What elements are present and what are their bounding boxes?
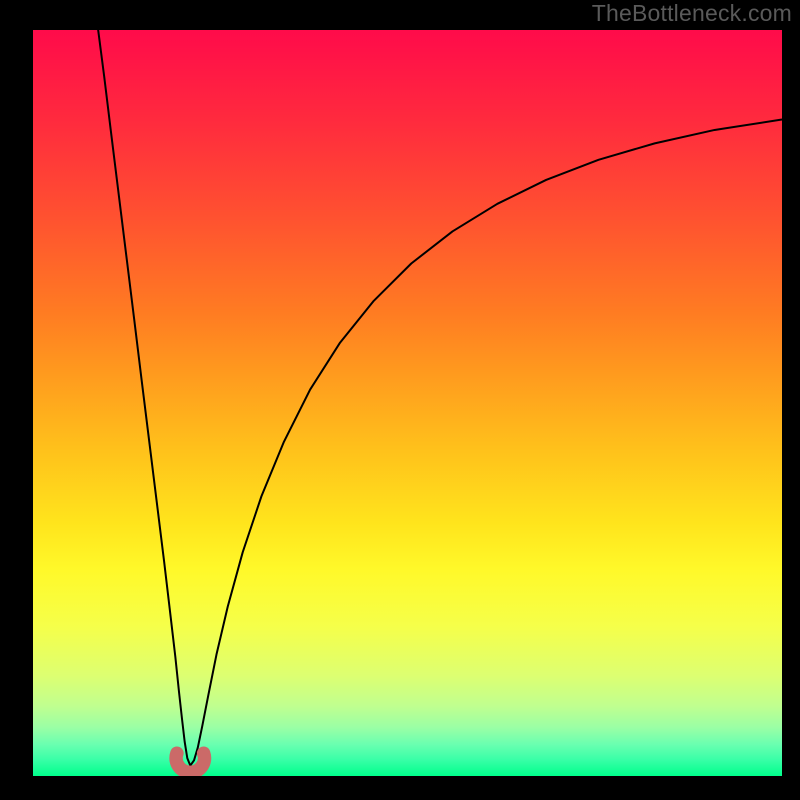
watermark-label: TheBottleneck.com (592, 0, 792, 27)
page-root: { "watermark": { "text": "TheBottleneck.… (0, 0, 800, 800)
chart-svg (33, 30, 782, 776)
bottleneck-chart (33, 30, 782, 776)
